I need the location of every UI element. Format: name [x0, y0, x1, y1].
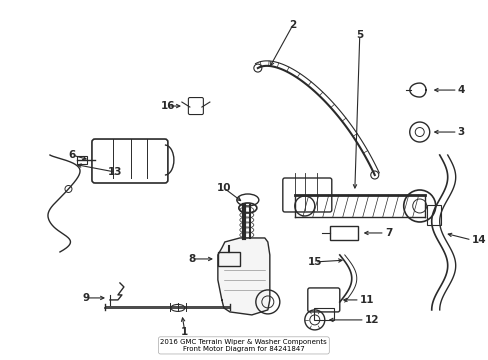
Text: 1: 1: [181, 327, 188, 337]
Bar: [329, 226, 357, 240]
Text: 8: 8: [188, 254, 195, 264]
Text: 3: 3: [457, 127, 464, 137]
Text: 14: 14: [471, 235, 486, 245]
Bar: [426, 205, 440, 225]
Text: 6: 6: [68, 150, 76, 160]
Text: 5: 5: [355, 30, 363, 40]
Text: 4: 4: [457, 85, 464, 95]
Text: 15: 15: [307, 257, 322, 267]
Text: 2016 GMC Terrain Wiper & Washer Components
Front Motor Diagram for 84241847: 2016 GMC Terrain Wiper & Washer Componen…: [160, 339, 326, 352]
Text: 2: 2: [288, 20, 296, 30]
Text: 16: 16: [161, 101, 175, 111]
Text: 12: 12: [364, 315, 379, 325]
Polygon shape: [218, 238, 269, 315]
Text: 11: 11: [359, 295, 373, 305]
Text: 13: 13: [107, 167, 122, 177]
Bar: [77, 156, 87, 164]
Bar: [313, 308, 333, 320]
Text: 7: 7: [384, 228, 391, 238]
Text: 10: 10: [216, 183, 231, 193]
Text: 9: 9: [82, 293, 89, 303]
Bar: [218, 252, 239, 266]
